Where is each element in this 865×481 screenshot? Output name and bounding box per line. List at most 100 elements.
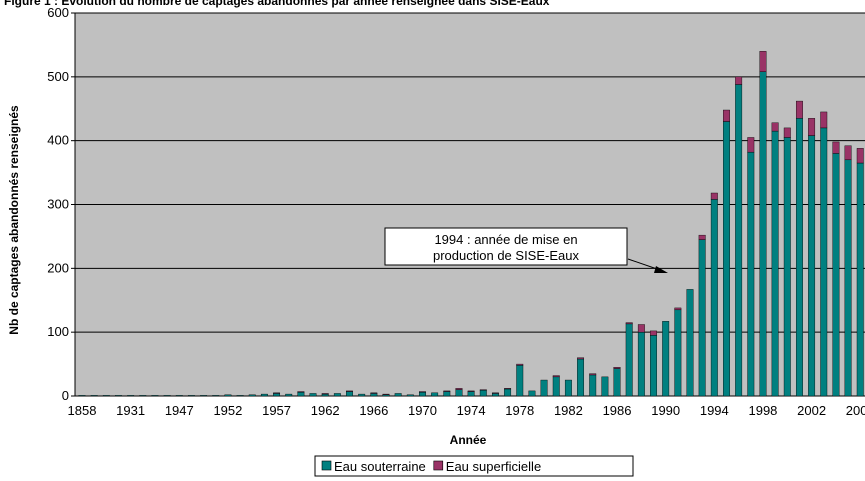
- bar-segment: [321, 393, 329, 395]
- bar-segment: [577, 358, 585, 397]
- bar-segment: [151, 395, 159, 397]
- bar-segment: [783, 137, 791, 397]
- bar-segment: [516, 365, 524, 397]
- bar-segment: [589, 374, 597, 397]
- y-tick-label: 100: [47, 324, 69, 339]
- bar-segment: [601, 376, 609, 397]
- bar-segment: [662, 321, 670, 397]
- bar-segment: [273, 393, 281, 397]
- annotation-line: production de SISE-Eaux: [433, 248, 579, 263]
- annotation-arrowhead: [654, 266, 668, 273]
- bar-segment: [723, 109, 730, 122]
- bar-segment: [479, 390, 487, 397]
- bar-segment: [552, 375, 560, 378]
- bar-segment: [783, 127, 791, 138]
- chart-title: Figure 1 : Evolution du nombre de captag…: [4, 0, 550, 8]
- x-tick-label: 1962: [311, 403, 340, 418]
- bar-segment: [832, 141, 840, 154]
- bar-segment: [698, 234, 706, 240]
- bar-segment: [285, 393, 293, 397]
- y-tick-label: 300: [47, 197, 69, 212]
- bar-segment: [200, 395, 208, 397]
- bar-segment: [795, 118, 803, 397]
- bar-segment: [747, 137, 755, 153]
- x-tick-label: 2002: [797, 403, 826, 418]
- bar-segment: [467, 390, 475, 392]
- bar-segment: [273, 392, 281, 394]
- bar-segment: [491, 393, 499, 397]
- x-tick-label: 1858: [68, 403, 97, 418]
- bar-segment: [455, 389, 463, 397]
- bar-segment: [419, 391, 426, 393]
- bar-segment: [577, 357, 585, 360]
- bar-segment: [370, 392, 378, 394]
- bar-segment: [637, 324, 645, 333]
- bar-segment: [516, 363, 524, 366]
- bar-segment: [297, 391, 305, 397]
- bar-segment: [175, 395, 183, 397]
- bar-segment: [479, 389, 487, 391]
- bar-segment: [309, 393, 317, 397]
- bar-segment: [808, 135, 816, 397]
- bar-segment: [808, 118, 816, 136]
- bar-segment: [650, 330, 657, 336]
- legend-label: Eau superficielle: [446, 459, 541, 474]
- bar-segment: [613, 368, 621, 397]
- bar-segment: [528, 390, 536, 397]
- x-tick-label: 1998: [748, 403, 777, 418]
- bar-segment: [333, 393, 341, 397]
- bar-segment: [795, 100, 803, 119]
- bar-segment: [443, 391, 451, 397]
- bar-segment: [735, 76, 743, 85]
- bar-segment: [394, 393, 402, 397]
- bar-segment: [504, 388, 512, 397]
- annotation-line: 1994 : année de mise en: [434, 232, 577, 247]
- bar-segment: [759, 51, 767, 72]
- annotation-box: [384, 227, 628, 266]
- x-tick-label: 1947: [165, 403, 194, 418]
- bar-segment: [552, 376, 560, 397]
- bar-segment: [747, 151, 755, 397]
- bar-segment: [382, 393, 390, 395]
- bar-segment: [832, 153, 840, 397]
- x-tick-label: 2006: [846, 403, 865, 418]
- bar-segment: [90, 395, 98, 397]
- x-tick-label: 1931: [116, 403, 145, 418]
- bar-segment: [650, 335, 657, 397]
- bar-segment: [820, 111, 828, 129]
- legend-swatch: [433, 460, 444, 471]
- bar-segment: [248, 394, 256, 397]
- y-tick-label: 0: [62, 388, 69, 403]
- x-tick-label: 1966: [359, 403, 388, 418]
- bar-segment: [504, 388, 512, 390]
- bar-segment: [735, 84, 743, 397]
- bar-segment: [102, 395, 110, 397]
- bar-segment: [759, 71, 767, 397]
- x-tick-label: 1952: [213, 403, 242, 418]
- bar-segment: [710, 199, 718, 397]
- bar-segment: [224, 394, 232, 397]
- bar-segment: [686, 289, 694, 397]
- bar-segment: [540, 379, 548, 397]
- bar-segment: [163, 395, 171, 397]
- x-tick-label: 1978: [505, 403, 534, 418]
- x-tick-label: 1970: [408, 403, 437, 418]
- y-tick-label: 500: [47, 69, 69, 84]
- x-tick-label: 1982: [554, 403, 583, 418]
- bar-segment: [844, 145, 852, 161]
- bar-segment: [358, 393, 366, 397]
- bar-segment: [127, 395, 135, 397]
- bar-segment: [406, 394, 414, 397]
- bar-segment: [844, 159, 852, 397]
- bar-segment: [674, 309, 682, 397]
- bar-segment: [419, 391, 426, 397]
- bar-segment: [139, 395, 147, 397]
- bar-segment: [613, 367, 621, 369]
- bar-segment: [698, 239, 706, 397]
- bar-segment: [187, 395, 195, 397]
- legend-box: [314, 455, 634, 477]
- bar-segment: [625, 322, 633, 325]
- legend-label: Eau souterraine: [334, 459, 426, 474]
- bar-segment: [346, 390, 353, 392]
- bar-segment: [856, 162, 864, 397]
